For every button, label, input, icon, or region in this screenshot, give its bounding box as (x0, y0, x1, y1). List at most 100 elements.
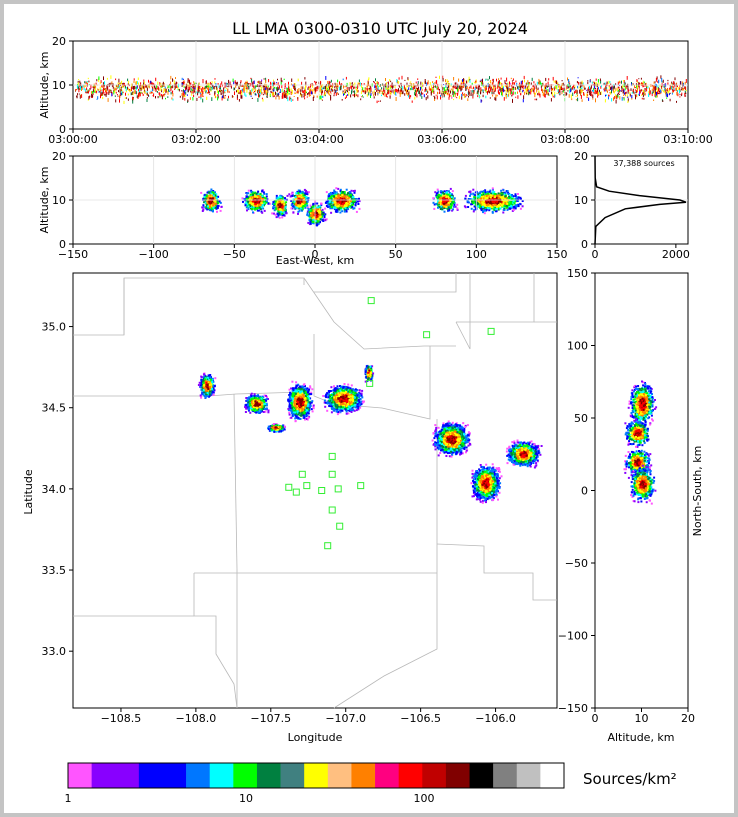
source-mark (452, 86, 454, 88)
source-mark (414, 85, 416, 89)
source-mark (653, 89, 655, 94)
source-mark (437, 86, 439, 91)
source-mark (321, 90, 323, 94)
source-mark (354, 86, 356, 89)
source-mark (153, 93, 155, 97)
source-mark (677, 93, 679, 97)
source-mark (626, 76, 628, 80)
source-mark (314, 87, 316, 90)
source-mark (307, 87, 309, 90)
source-mark (478, 86, 480, 90)
source-mark (324, 201, 327, 204)
source-mark (320, 80, 322, 83)
source-mark (216, 89, 218, 93)
source-mark (311, 90, 313, 93)
source-mark (259, 90, 260, 94)
source-mark (465, 94, 467, 97)
source-mark (574, 85, 576, 89)
source-mark (579, 89, 581, 94)
source-mark (241, 85, 243, 87)
source-mark (200, 91, 201, 93)
source-mark (673, 87, 675, 89)
source-mark (519, 82, 521, 85)
source-mark (527, 86, 529, 90)
source-mark (499, 86, 501, 91)
source-mark (539, 81, 541, 85)
source-mark (503, 97, 505, 101)
source-mark (380, 100, 381, 102)
source-mark (581, 89, 583, 93)
source-mark (106, 77, 108, 80)
source-mark (88, 80, 90, 83)
source-mark (532, 87, 534, 91)
source-mark (632, 83, 634, 86)
source-mark (439, 194, 442, 197)
source-mark (125, 87, 127, 91)
source-mark (344, 86, 346, 88)
source-mark (496, 78, 497, 82)
source-mark (408, 95, 409, 98)
source-mark (312, 205, 315, 208)
source-mark (120, 88, 122, 92)
source-mark (136, 81, 138, 84)
chart-title: LL LMA 0300-0310 UTC July 20, 2024 (232, 19, 528, 38)
source-mark (143, 79, 145, 82)
source-mark (451, 190, 454, 193)
source-mark (491, 88, 493, 91)
source-mark (118, 78, 120, 83)
source-mark (498, 85, 500, 87)
source-mark (182, 96, 184, 100)
source-mark (352, 196, 355, 199)
source-mark (667, 88, 669, 92)
source-mark (656, 93, 658, 97)
source-mark (330, 79, 332, 83)
source-mark (267, 202, 270, 205)
source-mark (198, 89, 200, 92)
source-mark (305, 89, 307, 94)
source-mark (253, 207, 256, 210)
source-mark (235, 84, 237, 88)
source-mark (524, 79, 525, 83)
source-mark (181, 90, 183, 92)
source-mark (401, 75, 403, 80)
source-mark (593, 81, 595, 84)
source-mark (391, 89, 393, 93)
source-mark (443, 91, 445, 95)
source-mark (469, 79, 471, 83)
source-mark (211, 84, 213, 89)
source-mark (212, 190, 215, 192)
source-mark (485, 95, 487, 99)
source-mark (448, 197, 451, 200)
source-mark (386, 82, 387, 86)
source-mark (148, 94, 149, 97)
source-mark (510, 88, 512, 92)
source-mark (339, 200, 342, 203)
source-mark (350, 85, 352, 89)
source-mark (618, 89, 620, 91)
source-mark (185, 88, 186, 91)
source-mark (461, 86, 463, 90)
source-mark (455, 87, 457, 90)
source-mark (468, 96, 469, 98)
source-mark (77, 93, 78, 95)
source-mark (345, 76, 347, 80)
source-mark (446, 87, 448, 91)
source-mark (330, 211, 333, 214)
source-mark (297, 92, 299, 94)
source-mark (282, 95, 284, 99)
source-mark (431, 89, 433, 93)
source-mark (596, 89, 598, 93)
source-mark (435, 80, 437, 85)
source-mark (343, 93, 344, 96)
source-mark (423, 94, 425, 98)
source-mark (228, 95, 229, 99)
source-mark (623, 89, 625, 93)
source-mark (547, 85, 549, 88)
source-mark (162, 91, 164, 94)
source-mark (170, 75, 172, 80)
source-mark (443, 87, 445, 90)
source-mark (271, 92, 273, 96)
source-mark (128, 80, 130, 85)
source-mark (132, 96, 134, 100)
source-mark (316, 212, 318, 215)
